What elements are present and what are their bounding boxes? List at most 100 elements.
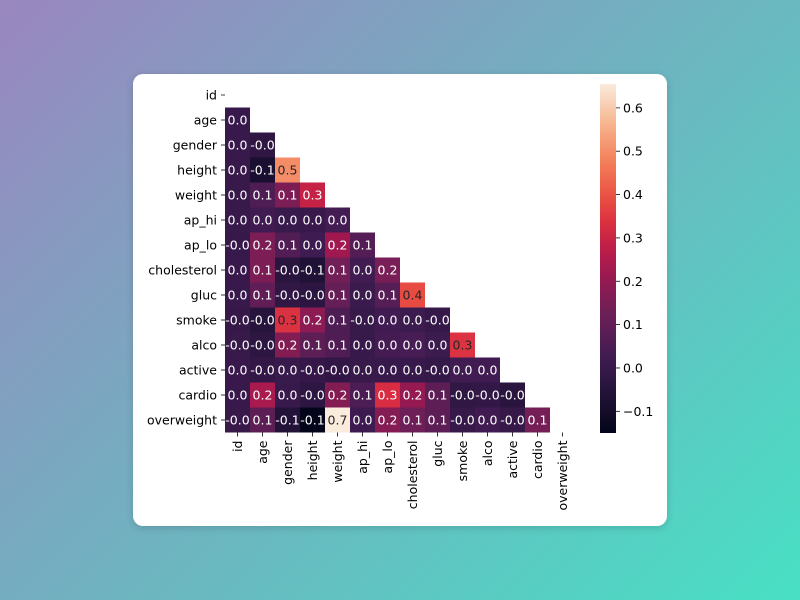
heatmap-cell: [275, 307, 300, 333]
cell-value-label: 0.0: [278, 363, 298, 378]
x-tick-label: ap_lo: [380, 441, 395, 474]
heatmap-cell: [450, 407, 475, 433]
heatmap-cell: [350, 282, 375, 308]
heatmap-cell: [275, 282, 300, 308]
heatmap-cell: [325, 357, 350, 383]
cell-value-label: 0.0: [228, 213, 248, 228]
heatmap-cell: [225, 332, 250, 358]
cell-value-label: 0.1: [278, 238, 298, 253]
heatmap-cell: [300, 282, 325, 308]
heatmap-cell: [375, 257, 400, 283]
y-tick-label: alco: [191, 338, 217, 353]
cell-value-label: 0.0: [228, 388, 248, 403]
cell-value-label: 0.1: [253, 288, 273, 303]
cell-value-label: -0.0: [250, 338, 274, 353]
cell-value-label: 0.4: [403, 288, 423, 303]
x-tick-label: smoke: [455, 440, 470, 481]
cell-value-label: 0.1: [328, 338, 348, 353]
colorbar: 0.6 0.5 0.4 0.3 0.2 0.1 0.0 −0.1: [600, 84, 653, 433]
cell-value-label: -0.0: [425, 363, 449, 378]
heatmap-cell: [400, 332, 425, 358]
heatmap-cell: [250, 207, 275, 233]
cell-value-label: 0.0: [403, 338, 423, 353]
cell-value-label: -0.0: [450, 413, 474, 428]
cell-value-label: -0.0: [250, 313, 274, 328]
cell-value-label: -0.1: [275, 413, 299, 428]
cell-value-label: 0.0: [353, 288, 373, 303]
cell-value-label: 0.0: [228, 163, 248, 178]
cell-value-label: 0.0: [228, 288, 248, 303]
heatmap-cell: [250, 282, 275, 308]
cell-value-label: -0.0: [475, 388, 499, 403]
colorbar-tick-label: 0.0: [623, 360, 643, 375]
heatmap-cell: [250, 357, 275, 383]
cell-value-label: 0.0: [353, 338, 373, 353]
heatmap-cell: [300, 357, 325, 383]
heatmap-cell: [275, 232, 300, 258]
heatmap-cell: [250, 382, 275, 408]
heatmap-cell: [325, 407, 350, 433]
x-tick-label: age: [255, 440, 270, 464]
cell-value-label: -0.0: [250, 363, 274, 378]
cell-value-label: -0.0: [275, 263, 299, 278]
heatmap-cell: [425, 382, 450, 408]
heatmap-cell: [325, 307, 350, 333]
heatmap-cell: [250, 157, 275, 183]
y-tick-label: cardio: [178, 388, 217, 403]
y-tick-label: weight: [175, 188, 217, 203]
heatmap-cell: [475, 357, 500, 383]
heatmap-cell: [250, 407, 275, 433]
heatmap-cell: [425, 357, 450, 383]
heatmap-cell: [275, 357, 300, 383]
cell-value-label: 0.1: [253, 413, 273, 428]
y-tick-label: smoke: [176, 313, 217, 328]
cell-value-label: 0.2: [328, 238, 348, 253]
heatmap-cell: [225, 382, 250, 408]
y-tick-label: age: [194, 113, 218, 128]
heatmap-cell: [425, 332, 450, 358]
x-tick-label: cardio: [530, 441, 545, 480]
cell-value-label: 0.2: [303, 313, 323, 328]
heatmap-cell: [425, 307, 450, 333]
heatmap-cell: [225, 232, 250, 258]
cell-value-label: -0.0: [225, 413, 249, 428]
heatmap-cell: [350, 332, 375, 358]
y-tick-label: gender: [173, 138, 218, 153]
heatmap-cell: [225, 157, 250, 183]
cell-value-label: -0.0: [500, 413, 524, 428]
cell-value-label: 0.1: [328, 313, 348, 328]
cell-value-label: 0.1: [353, 388, 373, 403]
cell-value-label: 0.3: [278, 313, 298, 328]
heatmap-cell: [300, 257, 325, 283]
cell-value-label: 0.1: [253, 188, 273, 203]
x-tick-label: id: [230, 441, 245, 452]
cell-value-label: 0.2: [253, 388, 273, 403]
heatmap-cell: [325, 332, 350, 358]
cell-value-label: 0.0: [278, 213, 298, 228]
cell-value-label: 0.1: [528, 413, 548, 428]
colorbar-tick-label: 0.4: [623, 187, 643, 202]
heatmap-cell: [350, 382, 375, 408]
y-tick-label: height: [177, 163, 217, 178]
heatmap-cell: [300, 407, 325, 433]
cell-value-label: 0.2: [328, 388, 348, 403]
cell-value-label: -0.0: [225, 338, 249, 353]
x-tick-label: ap_hi: [355, 441, 370, 474]
cell-value-label: 0.0: [478, 363, 498, 378]
colorbar-tick-label: 0.6: [623, 100, 643, 115]
heatmap-cell: [275, 382, 300, 408]
heatmap-cell: [225, 107, 250, 133]
heatmap-cell: [375, 357, 400, 383]
heatmap-cell: [275, 257, 300, 283]
x-tick-label: weight: [330, 440, 345, 482]
cell-value-label: 0.3: [378, 388, 398, 403]
heatmap-cell: [375, 307, 400, 333]
x-tick-label: overweight: [555, 440, 570, 510]
heatmap-cell: [275, 407, 300, 433]
heatmap-cell: [375, 282, 400, 308]
heatmap-chart: 0.00.0 -0.00.0 -0.1 0.50.0 0.1 0.1 0.30.0 0.0 0.…: [147, 84, 653, 511]
heatmap-cell: [400, 407, 425, 433]
heatmap-cell: [225, 307, 250, 333]
y-tick-label: gluc: [191, 288, 217, 303]
cell-value-label: 0.5: [278, 163, 298, 178]
